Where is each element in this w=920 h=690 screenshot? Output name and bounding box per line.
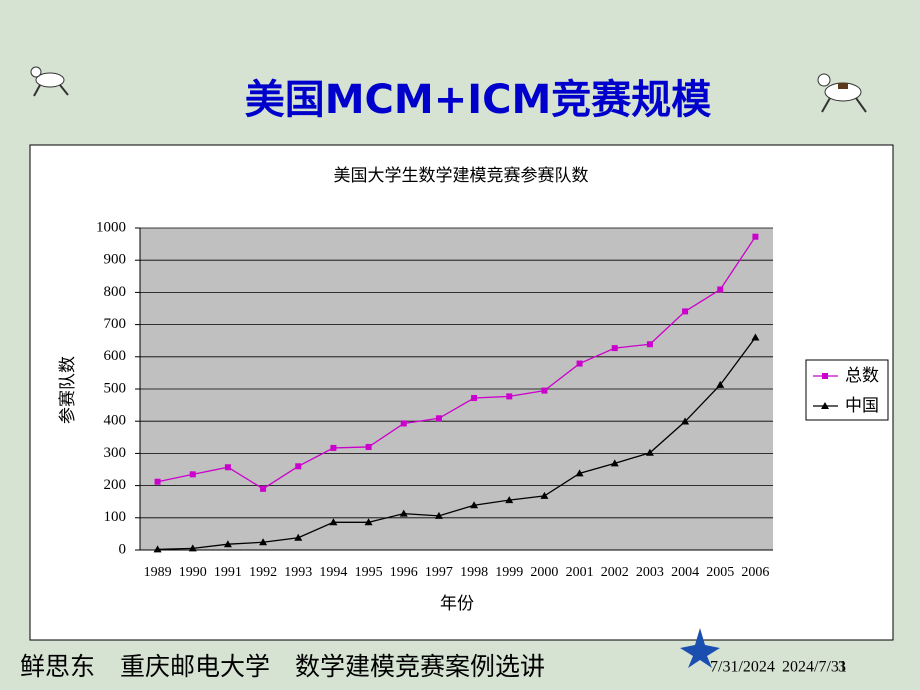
data-point xyxy=(681,417,690,425)
series-line xyxy=(157,337,756,551)
legend-marker xyxy=(822,373,828,379)
horse-icon-right xyxy=(817,73,867,113)
data-point xyxy=(751,333,760,341)
data-point xyxy=(716,380,725,388)
data-point xyxy=(645,448,654,456)
data-point xyxy=(189,471,196,478)
data-point xyxy=(224,464,231,471)
data-point xyxy=(294,533,303,541)
legend-label: 总数 xyxy=(845,366,879,386)
data-point xyxy=(682,308,689,315)
y-axis-label: 参赛队数 xyxy=(57,356,78,424)
data-point xyxy=(400,420,407,427)
y-tick-label: 600 xyxy=(104,348,127,364)
series-line xyxy=(157,236,756,490)
x-tick-label: 1990 xyxy=(179,565,207,580)
data-point xyxy=(471,395,478,402)
data-point xyxy=(188,544,197,552)
footer-date2: 2024/7/31 xyxy=(782,659,847,676)
x-tick-label: 1993 xyxy=(284,565,312,580)
data-point xyxy=(576,360,583,367)
y-tick-label: 1000 xyxy=(96,219,126,235)
data-point xyxy=(329,518,338,526)
x-tick-label: 2001 xyxy=(566,565,594,580)
legend-label: 中国 xyxy=(845,396,879,416)
data-point xyxy=(506,393,513,400)
y-tick-label: 700 xyxy=(104,316,127,332)
y-tick-label: 800 xyxy=(104,284,127,300)
data-point xyxy=(575,469,584,477)
y-tick-label: 500 xyxy=(104,380,127,396)
data-point xyxy=(752,233,759,240)
x-tick-label: 1991 xyxy=(214,565,242,580)
x-tick-label: 2006 xyxy=(741,565,769,580)
x-tick-label: 1989 xyxy=(144,565,172,580)
data-point xyxy=(610,459,619,467)
slide-title: 美国MCM+ICM竞赛规模 xyxy=(245,77,712,123)
data-point xyxy=(717,286,724,293)
x-tick-label: 2004 xyxy=(671,565,699,580)
x-tick-label: 2005 xyxy=(706,565,734,580)
chart-title: 美国大学生数学建模竞赛参赛队数 xyxy=(334,165,589,186)
x-tick-label: 1999 xyxy=(495,565,523,580)
data-point xyxy=(505,496,514,504)
legend-marker xyxy=(821,402,829,409)
data-point xyxy=(223,540,232,548)
data-point xyxy=(364,518,373,526)
data-point xyxy=(611,345,618,352)
x-tick-label: 1995 xyxy=(355,565,383,580)
data-point xyxy=(540,491,549,499)
y-tick-label: 100 xyxy=(104,509,127,525)
data-point xyxy=(295,463,302,470)
data-point xyxy=(260,485,267,492)
x-tick-label: 1996 xyxy=(390,565,418,580)
y-tick-label: 900 xyxy=(104,252,127,268)
y-tick-label: 300 xyxy=(104,445,127,461)
data-point xyxy=(470,501,479,509)
data-point xyxy=(541,387,548,394)
x-tick-label: 1992 xyxy=(249,565,277,580)
x-tick-label: 2003 xyxy=(636,565,664,580)
data-point xyxy=(259,538,268,546)
y-tick-label: 400 xyxy=(104,413,127,429)
footer-author: 鲜思东 重庆邮电大学 数学建模竞赛案例选讲 xyxy=(20,652,545,681)
star-icon xyxy=(680,628,720,668)
slide-number: 3 xyxy=(838,659,846,676)
data-point xyxy=(365,443,372,450)
x-tick-label: 2000 xyxy=(530,565,558,580)
data-point xyxy=(153,545,162,553)
data-point xyxy=(399,509,408,517)
legend xyxy=(805,359,889,421)
data-point xyxy=(435,415,442,422)
x-tick-label: 1997 xyxy=(425,565,453,580)
x-tick-label: 1994 xyxy=(319,565,347,580)
data-point xyxy=(330,444,337,451)
data-point xyxy=(646,341,653,348)
horse-icon-left xyxy=(30,66,69,97)
footer-date: 7/31/2024 xyxy=(710,659,775,676)
y-tick-label: 0 xyxy=(119,541,127,557)
data-point xyxy=(154,478,161,485)
x-axis-label: 年份 xyxy=(440,594,474,614)
x-tick-label: 1998 xyxy=(460,565,488,580)
y-tick-label: 200 xyxy=(104,477,127,493)
x-tick-label: 2002 xyxy=(601,565,629,580)
data-point xyxy=(434,511,443,519)
